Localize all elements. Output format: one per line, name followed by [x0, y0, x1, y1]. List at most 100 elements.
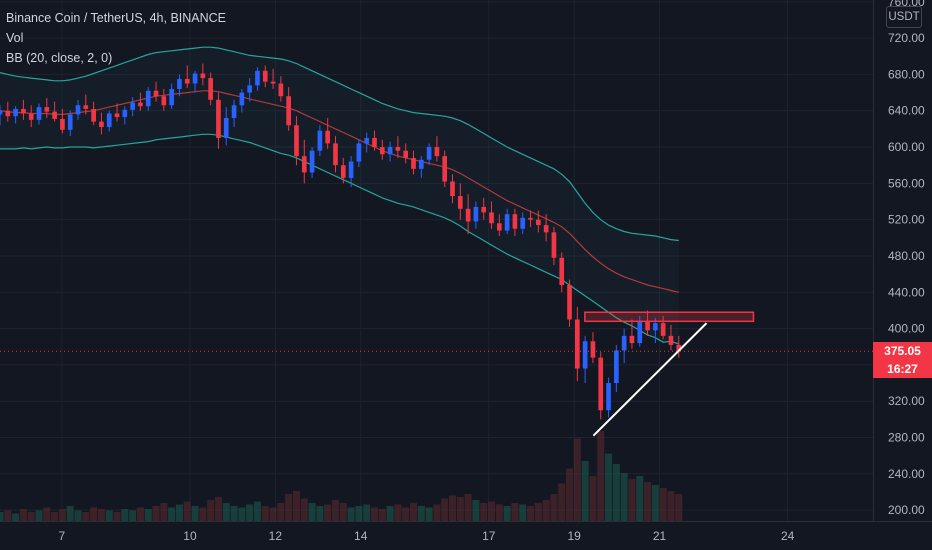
candle-body [418, 159, 424, 169]
volume-bar [519, 504, 527, 521]
volume-bar [550, 494, 558, 521]
volume-bar [456, 497, 464, 521]
volume-bar [495, 504, 503, 521]
time-tick-label: 10 [183, 529, 197, 543]
volume-bar [152, 506, 160, 521]
volume-bar [253, 501, 261, 521]
candle-body [130, 102, 135, 110]
candle-body [301, 156, 307, 173]
volume-bar [636, 476, 644, 521]
bollinger-lower-band [0, 133, 679, 345]
volume-bar [230, 506, 238, 521]
candle-body [645, 321, 650, 331]
candle-body [590, 341, 596, 358]
price-tick-label: 440.00 [888, 285, 925, 299]
candle-body [247, 85, 253, 93]
volume-bar [66, 506, 74, 521]
volume-bar [121, 509, 129, 521]
candle-body [637, 321, 643, 344]
candle-body [434, 147, 440, 157]
candle-body [44, 107, 50, 112]
candle-body [442, 156, 448, 182]
volume-bar [97, 509, 105, 521]
candle-body [208, 78, 213, 100]
price-axis-labels[interactable]: 200.00240.00280.00320.00360.00400.00440.… [888, 0, 925, 517]
volume-bar [347, 507, 355, 521]
candle-body [559, 257, 565, 286]
volume-bar [0, 512, 4, 521]
candle-body [333, 143, 338, 166]
candle-body [231, 105, 237, 118]
volume-bar [534, 503, 542, 521]
volume-bar [74, 510, 82, 521]
currency-button[interactable]: USDT [886, 6, 922, 28]
volume-bar [370, 507, 379, 521]
candle-body [606, 383, 611, 411]
volume-bar [402, 507, 410, 521]
volume-bar [277, 503, 285, 521]
time-axis-labels[interactable]: 7 10 12 14 17 19 21 24 [59, 529, 795, 543]
volume-bar [581, 461, 589, 521]
candle-body [325, 130, 331, 144]
volume-bar [433, 504, 441, 521]
volume-indicator-label[interactable]: Vol [6, 31, 24, 45]
candle-body [91, 108, 96, 122]
candlesticks [0, 63, 682, 420]
volume-bar [448, 495, 457, 521]
candle-body [294, 125, 299, 157]
candle-body [676, 344, 682, 352]
volume-bar [573, 438, 581, 521]
chart-legend: Binance Coin / TetherUS, 4h, BINANCE Vol… [6, 8, 226, 68]
candle-body [457, 196, 463, 209]
volume-bar [168, 507, 176, 521]
candle-body [621, 335, 627, 351]
volume-bar [269, 507, 277, 521]
candle-body [496, 223, 502, 231]
volume-bar [51, 512, 59, 521]
candle-body [278, 83, 284, 97]
candle-body [567, 285, 572, 320]
candle-body [270, 81, 276, 84]
volume-bar [4, 510, 12, 521]
price-tick-label: 560.00 [888, 176, 925, 190]
bar-countdown-label: 16:27 [873, 360, 932, 379]
volume-bar [324, 504, 332, 521]
price-tick-label: 520.00 [888, 213, 925, 227]
trendline[interactable] [592, 322, 708, 437]
candle-body [403, 150, 409, 158]
volume-bar [425, 507, 433, 521]
candle-body [465, 208, 471, 222]
candle-body [169, 88, 174, 106]
volume-bar [316, 506, 324, 521]
volume-bar [394, 504, 402, 521]
candle-body [153, 90, 159, 97]
volume-bar [222, 503, 230, 521]
candle-body [629, 335, 635, 344]
candle-body [395, 147, 401, 151]
candle-body [348, 161, 354, 178]
volume-bar [620, 473, 628, 521]
volume-bar [19, 509, 27, 521]
bollinger-indicator-label[interactable]: BB (20, close, 2, 0) [6, 51, 113, 65]
candle-body [356, 143, 362, 162]
volume-bar [105, 510, 113, 521]
volume-bar [136, 507, 144, 521]
candle-body [192, 73, 198, 84]
candle-body [83, 105, 89, 109]
candle-body [653, 323, 658, 331]
candle-body [574, 319, 580, 369]
volume-bar [417, 506, 425, 521]
time-tick-label: 21 [653, 529, 667, 543]
symbol-title[interactable]: Binance Coin / TetherUS, 4h, BINANCE [6, 11, 227, 25]
candle-body [387, 147, 393, 155]
volume-bar [363, 504, 371, 521]
bollinger-basis [0, 90, 679, 293]
time-tick-label: 17 [482, 529, 496, 543]
candle-body [598, 357, 604, 411]
candle-body [520, 217, 526, 229]
candle-body [504, 214, 510, 231]
candle-body [36, 107, 42, 120]
resistance-zone[interactable] [584, 311, 755, 323]
time-tick-label: 19 [567, 529, 581, 543]
